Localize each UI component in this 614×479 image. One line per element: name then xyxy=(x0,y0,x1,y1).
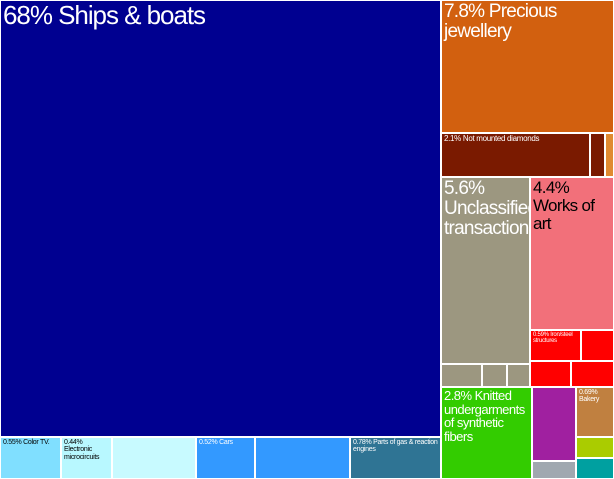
tile: 4.4% Works of art xyxy=(530,177,614,330)
tile-label: 2.8% Knitted undergarments of synthetic … xyxy=(444,388,525,444)
tile xyxy=(581,330,614,361)
tile: 0.69% Bakery xyxy=(576,387,614,437)
tile-label: 4.4% Works of art xyxy=(533,178,595,233)
tile xyxy=(605,133,614,177)
tile-label: 0.59% Iron/steel structures xyxy=(533,332,573,345)
tile: 0.52% Cars xyxy=(196,437,255,479)
tile xyxy=(530,361,571,387)
tile-label: 0.69% Bakery xyxy=(579,389,600,404)
tile-label: 7.8% Precious jewellery xyxy=(444,1,557,42)
tile xyxy=(571,361,614,387)
tile-label: 2.1% Not mounted diamonds xyxy=(444,134,540,143)
tile-label: 0.78% Parts of gas & reaction engines xyxy=(353,439,438,454)
tile: 0.55% Color TV. xyxy=(0,437,61,479)
tile: 0.44% Electronic microcircuits xyxy=(61,437,112,479)
tile: 5.6% Unclassified transactions xyxy=(441,177,530,364)
tile xyxy=(576,458,614,479)
tile xyxy=(441,364,482,387)
tile-label: 0.44% Electronic microcircuits xyxy=(64,439,100,461)
tile: 0.59% Iron/steel structures xyxy=(530,330,581,361)
tile xyxy=(590,133,605,177)
tile xyxy=(532,387,576,461)
tile xyxy=(507,364,530,387)
tile: 2.1% Not mounted diamonds xyxy=(441,133,590,177)
tile xyxy=(482,364,507,387)
tile: 7.8% Precious jewellery xyxy=(441,0,614,133)
tile: 68% Ships & boats xyxy=(0,0,441,437)
tile: 2.8% Knitted undergarments of synthetic … xyxy=(441,387,532,479)
tile xyxy=(576,437,614,458)
tile xyxy=(112,437,196,479)
tile-label: 0.52% Cars xyxy=(199,439,233,446)
tile-label: 5.6% Unclassified transactions xyxy=(444,178,530,239)
tile-label: 68% Ships & boats xyxy=(3,0,206,30)
tile-label: 0.55% Color TV. xyxy=(3,439,50,446)
tile xyxy=(532,461,576,479)
tile: 0.78% Parts of gas & reaction engines xyxy=(350,437,441,479)
tile xyxy=(255,437,350,479)
